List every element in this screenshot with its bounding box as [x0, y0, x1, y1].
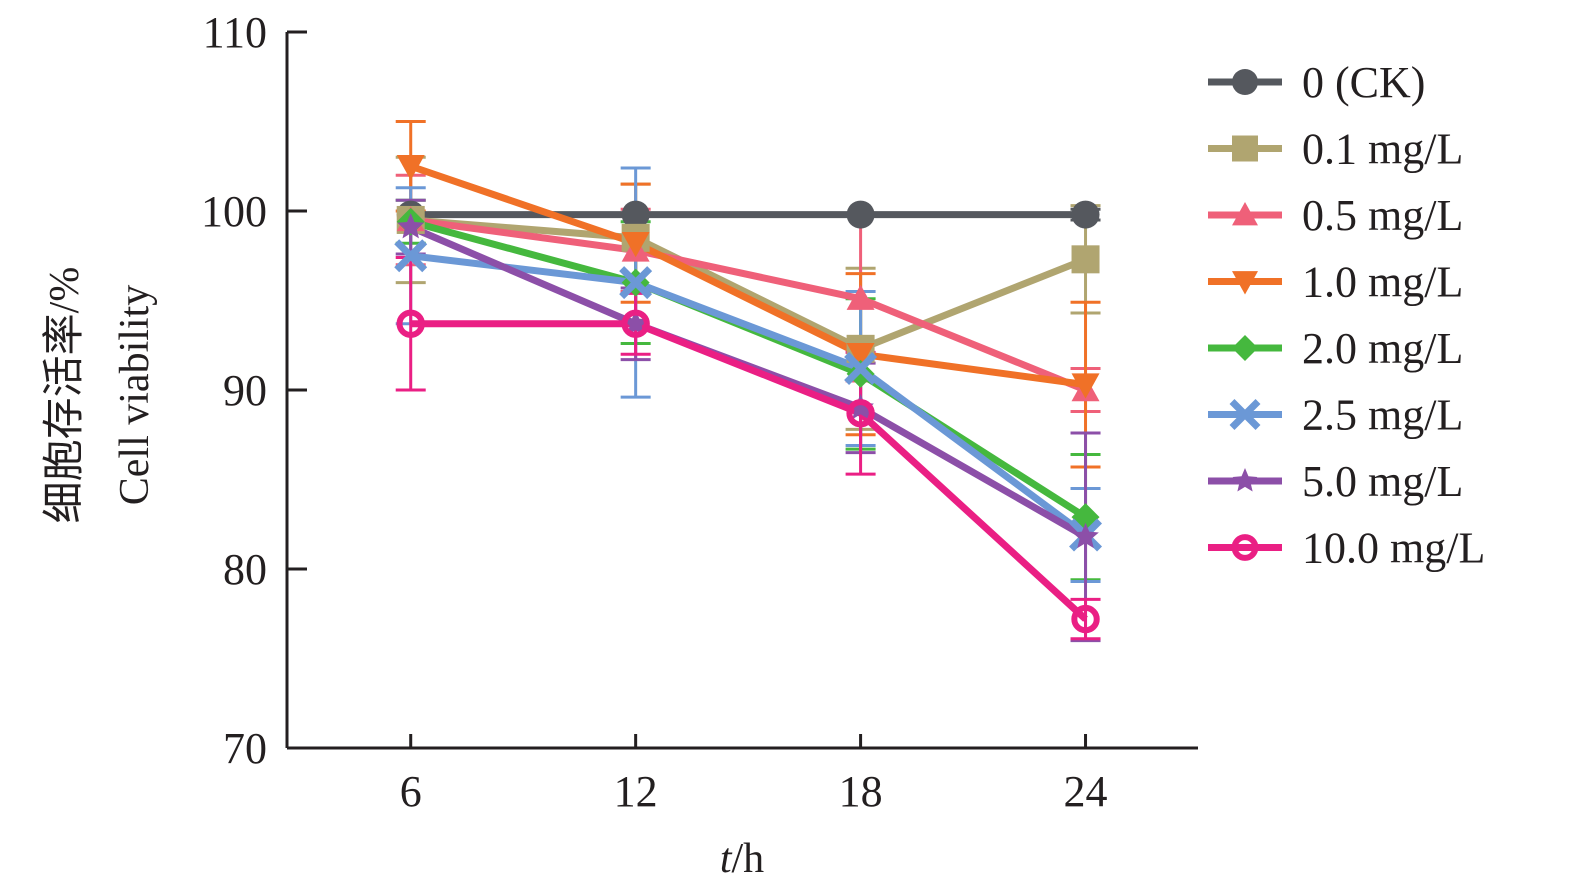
- data-point: [844, 352, 878, 385]
- y-axis-title-cn: 细胞存活率/%: [41, 267, 88, 524]
- legend-label: 10.0 mg/L: [1302, 524, 1485, 573]
- y-tick-label: 70: [223, 724, 267, 773]
- legend: 0 (CK) 0.1 mg/L 0.5 mg/L 1.0 mg/L 2.0 mg/L 2.…: [1208, 58, 1485, 573]
- series-line: [410, 216, 1087, 394]
- data-point: [621, 309, 650, 338]
- data-point: [1071, 200, 1100, 229]
- data-point: [1071, 604, 1100, 634]
- legend-marker: [1232, 468, 1258, 492]
- legend-label: 2.5 mg/L: [1302, 391, 1463, 440]
- series-lines: [409, 162, 1088, 622]
- legend-item: 2.5 mg/L: [1208, 391, 1463, 440]
- data-point: [621, 200, 650, 229]
- x-tick-label: 6: [400, 767, 422, 816]
- y-tick-label: 90: [223, 366, 267, 415]
- legend-label: 1.0 mg/L: [1302, 258, 1463, 307]
- legend-item: 0.5 mg/L: [1208, 191, 1463, 240]
- series-markers: [394, 155, 1103, 634]
- x-tick-label: 24: [1064, 767, 1108, 816]
- data-point: [394, 239, 428, 273]
- y-tick-label: 100: [201, 187, 267, 236]
- data-point: [1072, 522, 1099, 549]
- data-point: [846, 399, 875, 428]
- legend-item: 0.1 mg/L: [1208, 125, 1463, 174]
- legend-marker: [1232, 69, 1258, 95]
- legend-label: 2.0 mg/L: [1302, 324, 1463, 373]
- data-point: [396, 155, 425, 181]
- y-tick-label: 110: [203, 8, 267, 57]
- legend-marker: [1231, 534, 1259, 561]
- data-point: [846, 343, 875, 369]
- data-point: [847, 393, 874, 420]
- x-tick-label: 18: [839, 767, 883, 816]
- x-ticks: 6 12 18 24: [400, 734, 1108, 816]
- y-axis-title-en: Cell viability: [112, 285, 158, 505]
- x-tick-label: 12: [614, 767, 658, 816]
- legend-label: 0.5 mg/L: [1302, 191, 1463, 240]
- legend-label: 5.0 mg/L: [1302, 457, 1463, 506]
- legend-item: 10.0 mg/L: [1208, 524, 1485, 573]
- data-point: [846, 284, 875, 310]
- data-point: [397, 213, 425, 239]
- legend-item: 2.0 mg/L: [1208, 324, 1463, 373]
- data-point: [619, 266, 653, 300]
- x-axis-title: t/h: [720, 836, 764, 882]
- data-point: [1071, 373, 1100, 399]
- series-line: [410, 320, 1088, 622]
- legend-marker: [1232, 202, 1258, 226]
- series-line: [410, 252, 1088, 538]
- series-line: [409, 162, 1087, 389]
- legend-marker: [1232, 135, 1258, 162]
- y-ticks: 70 80 90 100 110: [201, 8, 307, 773]
- data-point: [396, 309, 425, 338]
- legend-label: 0 (CK): [1302, 58, 1425, 107]
- legend-marker: [1229, 399, 1261, 430]
- legend-item: 0 (CK): [1208, 58, 1425, 107]
- data-point: [846, 359, 875, 388]
- data-point: [1071, 245, 1100, 274]
- legend-marker: [1232, 271, 1258, 295]
- y-tick-label: 80: [223, 545, 267, 594]
- legend-item: 1.0 mg/L: [1208, 258, 1463, 307]
- legend-label: 0.1 mg/L: [1302, 125, 1463, 174]
- series-line: [410, 216, 1087, 353]
- data-point: [621, 232, 650, 258]
- legend-marker: [1232, 335, 1258, 361]
- legend-item: 5.0 mg/L: [1208, 457, 1463, 506]
- data-point: [846, 200, 875, 229]
- y-axis-title: 细胞存活率/% Cell viability: [41, 267, 158, 524]
